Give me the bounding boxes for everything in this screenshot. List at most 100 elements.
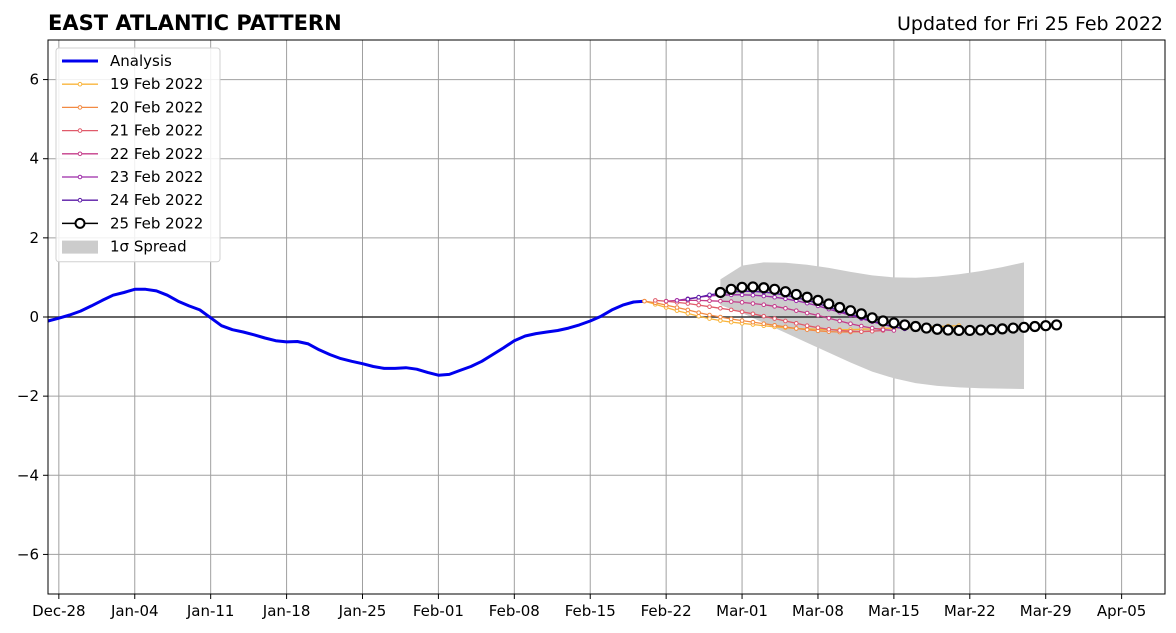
forecast-series [642, 281, 1063, 337]
legend-label: 19 Feb 2022 [110, 75, 203, 93]
forecast-point [685, 296, 691, 302]
x-tick-label: Feb-22 [641, 602, 692, 620]
forecast-point [815, 313, 821, 318]
legend-label: Analysis [110, 52, 172, 70]
forecast-point [761, 293, 767, 299]
forecast-point [739, 300, 745, 305]
forecast-point [804, 327, 810, 332]
forecast-point [718, 298, 723, 304]
forecast-point [848, 321, 853, 327]
y-tick-label: −2 [17, 387, 39, 405]
legend-marker [77, 197, 83, 203]
x-tick-label: Feb-15 [565, 602, 616, 620]
legend-marker [77, 128, 83, 133]
legend-entry: Analysis [62, 52, 172, 70]
forecast-point [707, 304, 712, 310]
legend-entry: 23 Feb 2022 [62, 168, 203, 186]
x-tick-label: Jan-18 [262, 602, 311, 620]
forecast-point [707, 292, 712, 298]
legend-marker [77, 81, 83, 87]
forecast-point [739, 292, 745, 298]
x-tick-label: Jan-25 [338, 602, 387, 620]
forecast-point [826, 326, 832, 332]
forecast-point [899, 319, 911, 331]
forecast-point [707, 312, 712, 318]
forecast-point [736, 281, 748, 293]
forecast-point [685, 311, 691, 316]
forecast-point [768, 283, 781, 295]
forecast-point [750, 292, 756, 298]
x-tick-label: Mar-15 [868, 602, 920, 620]
legend-marker [77, 105, 83, 110]
forecast-point [783, 318, 788, 324]
y-tick-label: −4 [17, 466, 39, 484]
forecast-point [1029, 320, 1041, 333]
forecast-point [801, 291, 813, 303]
forecast-25-feb-2022 [714, 281, 1063, 337]
analysis-series [47, 287, 645, 377]
legend-label: 24 Feb 2022 [110, 191, 203, 209]
legend-label: 22 Feb 2022 [110, 145, 203, 163]
x-tick-label: Mar-08 [792, 602, 844, 620]
forecast-point [859, 329, 864, 334]
forecast-point [696, 313, 701, 319]
forecast-point [880, 327, 886, 332]
forecast-point [739, 318, 745, 323]
forecast-point [848, 328, 853, 334]
y-tick-label: 6 [29, 71, 39, 89]
forecast-point [793, 321, 799, 326]
legend-entry: 1σ Spread [62, 238, 187, 256]
legend-box [55, 47, 221, 263]
forecast-point [826, 315, 832, 321]
forecast-point [859, 323, 864, 329]
x-tick-label: Mar-29 [1020, 602, 1072, 620]
x-tick-label: Feb-01 [413, 602, 464, 620]
forecast-point [1050, 319, 1063, 331]
forecast-point [790, 288, 802, 301]
forecast-point [837, 318, 842, 324]
forecast-point [728, 299, 734, 304]
forecast-point [685, 307, 691, 313]
forecast-point [964, 324, 976, 337]
forecast-point [674, 305, 680, 310]
forecast-point [663, 302, 669, 308]
forecast-point [718, 305, 723, 311]
plot-frame [47, 39, 1166, 595]
x-tick-label: Jan-11 [186, 602, 235, 620]
forecast-line [655, 299, 884, 333]
forecast-point [728, 316, 734, 322]
forecast-point [996, 323, 1008, 335]
forecast-point [653, 298, 658, 303]
forecast-point [696, 302, 701, 308]
x-tick-label: Mar-01 [716, 602, 768, 620]
forecast-point [909, 320, 922, 333]
forecast-point [920, 322, 933, 334]
forecast-point [793, 308, 799, 313]
forecast-point [707, 298, 712, 304]
forecast-line [644, 300, 873, 333]
forecast-point [804, 310, 810, 316]
forecast-point [772, 316, 777, 321]
legend-label: 1σ Spread [110, 238, 187, 256]
forecast-point [1040, 320, 1052, 332]
forecast-point [728, 307, 734, 313]
forecast-point [783, 296, 788, 302]
forecast-point [772, 323, 777, 328]
forecast-line [676, 294, 905, 330]
forecast-point [888, 317, 900, 329]
legend-marker [77, 151, 83, 157]
y-tick-label: 0 [29, 308, 39, 326]
forecast-point [642, 298, 647, 304]
legend-swatch [62, 240, 98, 254]
forecast-point [953, 324, 965, 337]
forecast-point [985, 324, 998, 336]
forecast-point [674, 298, 680, 303]
forecast-point [750, 311, 756, 317]
x-tick-label: Mar-22 [944, 602, 996, 620]
forecast-point [772, 304, 777, 309]
forecast-point [942, 324, 954, 336]
x-tick-label: Jan-04 [110, 602, 159, 620]
forecast-point [761, 302, 767, 308]
forecast-point [772, 294, 777, 300]
legend-entry: 19 Feb 2022 [62, 75, 203, 93]
